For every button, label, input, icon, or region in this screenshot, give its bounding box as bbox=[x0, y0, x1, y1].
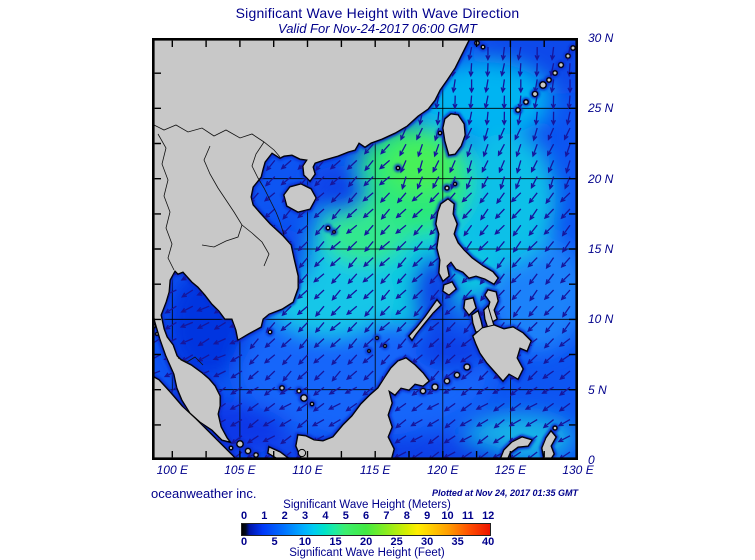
meters-tick: 8 bbox=[403, 510, 410, 522]
map-canvas bbox=[151, 37, 578, 460]
lon-label: 130 E bbox=[562, 463, 594, 477]
plotted-timestamp: Plotted at Nov 24, 2017 01:35 GMT bbox=[431, 488, 578, 498]
meters-tick: 7 bbox=[383, 510, 390, 522]
meters-tick: 1 bbox=[261, 510, 268, 522]
legend-feet-title: Significant Wave Height (Feet) bbox=[289, 547, 445, 559]
meters-tick: 6 bbox=[363, 510, 370, 522]
meters-tick: 10 bbox=[441, 510, 454, 522]
meters-tick: 4 bbox=[322, 510, 329, 522]
feet-tick: 40 bbox=[482, 536, 495, 548]
country-border bbox=[157, 133, 175, 271]
meters-tick: 12 bbox=[482, 510, 495, 522]
lon-label: 110 E bbox=[292, 463, 323, 477]
lat-label: 15 N bbox=[588, 241, 614, 256]
credit-text: oceanweather inc. bbox=[151, 486, 257, 501]
country-border bbox=[251, 141, 285, 236]
lon-label: 115 E bbox=[359, 463, 391, 477]
feet-tick: 0 bbox=[240, 536, 248, 548]
meters-tick: 3 bbox=[301, 510, 309, 522]
feet-tick: 35 bbox=[451, 536, 464, 548]
lat-label: 0 bbox=[588, 452, 595, 467]
feet-tick: 25 bbox=[390, 536, 403, 548]
lat-label: 25 N bbox=[588, 101, 614, 116]
feet-tick: 30 bbox=[420, 536, 434, 548]
feet-tick: 5 bbox=[271, 536, 278, 548]
meters-tick: 11 bbox=[462, 510, 474, 522]
lat-label: 30 N bbox=[588, 31, 614, 45]
map bbox=[151, 37, 578, 460]
country-border bbox=[241, 224, 270, 267]
feet-tick: 15 bbox=[329, 536, 342, 548]
map-layers bbox=[154, 40, 576, 458]
lon-label: 120 E bbox=[427, 463, 459, 477]
feet-tick: 10 bbox=[298, 536, 312, 548]
lat-label: 20 N bbox=[588, 171, 614, 186]
map-frame bbox=[151, 37, 578, 460]
country-border bbox=[154, 124, 281, 158]
legend-meters-title: Significant Wave Height (Meters) bbox=[283, 499, 451, 511]
lat-label: 10 N bbox=[588, 312, 614, 327]
page-title: Significant Wave Height with Wave Direct… bbox=[235, 5, 520, 21]
valid-time-subtitle: Valid For Nov-24-2017 06:00 GMT bbox=[278, 21, 477, 36]
lon-label: 105 E bbox=[224, 463, 256, 477]
colorbar bbox=[241, 523, 491, 536]
feet-tick: 20 bbox=[359, 536, 373, 548]
lon-label: 125 E bbox=[494, 463, 527, 477]
meters-tick: 2 bbox=[281, 510, 288, 522]
country-border bbox=[201, 145, 243, 248]
country-border bbox=[177, 356, 204, 366]
meters-tick: 0 bbox=[240, 510, 248, 522]
meters-tick: 5 bbox=[342, 510, 349, 522]
meters-tick: 9 bbox=[424, 510, 431, 522]
frame-ticks bbox=[154, 40, 576, 458]
lat-label: 5 N bbox=[588, 382, 607, 397]
lon-label: 100 E bbox=[156, 463, 188, 477]
